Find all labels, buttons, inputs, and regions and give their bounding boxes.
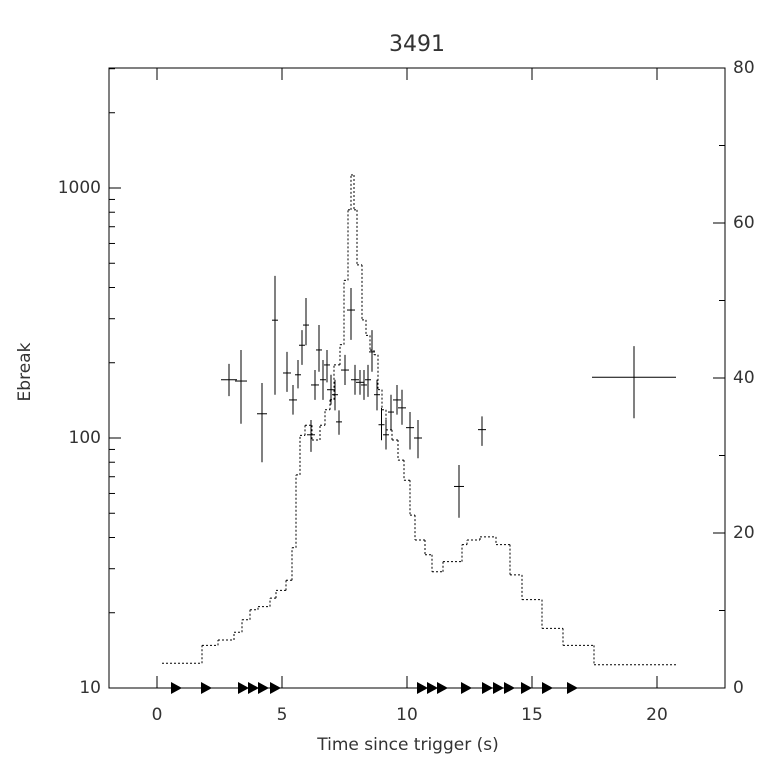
time-marker [258,682,269,694]
x-tick-label: 20 [646,705,668,725]
y-tick-label: 1000 [58,178,101,198]
y-tick-label: 10 [79,678,101,698]
time-marker [427,682,438,694]
chart-title: 3491 [389,32,445,57]
time-marker [201,682,212,694]
y2-tick-label: 60 [733,213,755,233]
x-tick-label: 15 [521,705,543,725]
x-axis-label: Time since trigger (s) [316,735,499,755]
time-marker [493,682,504,694]
x-tick-label: 0 [152,705,163,725]
y-tick-label: 100 [69,428,101,448]
time-marker [437,682,448,694]
y2-tick-label: 20 [733,523,755,543]
time-marker [521,682,532,694]
time-marker [248,682,259,694]
time-marker [567,682,578,694]
y2-tick-label: 0 [733,678,744,698]
y2-tick-label: 40 [733,368,755,388]
x-tick-label: 5 [277,705,288,725]
x-tick-label: 10 [396,705,418,725]
time-marker [542,682,553,694]
y-axis-label: Ebreak [15,342,35,401]
time-marker [171,682,182,694]
time-marker [238,682,249,694]
time-marker [270,682,281,694]
time-marker [504,682,515,694]
time-marker [417,682,428,694]
time-marker [482,682,493,694]
y2-tick-label: 80 [733,58,755,78]
time-marker [461,682,472,694]
